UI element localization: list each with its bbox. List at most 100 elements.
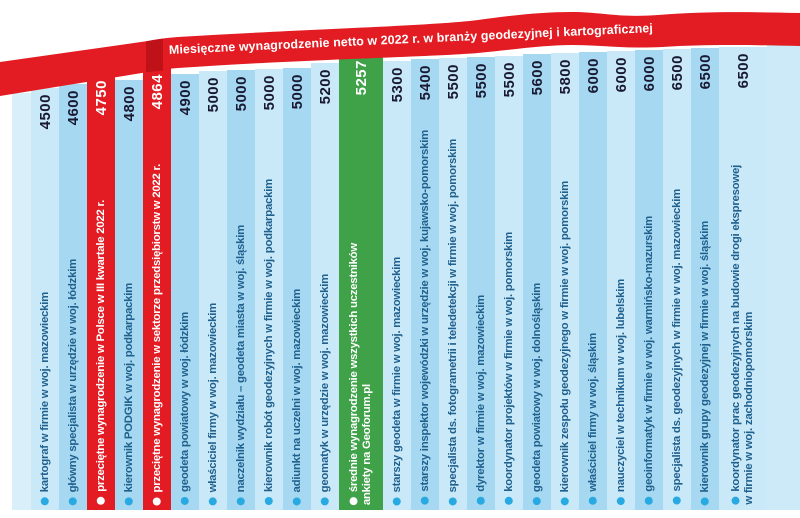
bar-label: kierownik zespołu geodezyjnego w firmie … bbox=[559, 181, 572, 505]
bar-label-text: specjalista ds. geodezyjnych w firmie w … bbox=[670, 189, 683, 492]
bar-label: koordynator prac geodezyjnych na budowie… bbox=[730, 165, 756, 505]
bullet-icon bbox=[180, 497, 189, 505]
bar-label: starszy geodeta w firmie w woj. mazowiec… bbox=[390, 256, 404, 505]
bar-label: geomatyk w urzędzie w woj. mazowieckim bbox=[319, 274, 332, 505]
bar-label-text: koordynator prac geodezyjnych na budowie… bbox=[730, 165, 755, 505]
bar-label-text: dyrektor w firmie w woj. mazowieckim bbox=[474, 295, 487, 492]
bullet-icon bbox=[292, 497, 301, 505]
ribbon-banner bbox=[0, 12, 800, 96]
bar-label-text: przeciętne wynagrodzenie w Polsce w III … bbox=[94, 200, 107, 492]
bullet-icon bbox=[350, 497, 359, 505]
bar-label: specjalista ds. geodezyjnych w firmie w … bbox=[671, 189, 684, 505]
bar-label-text: nauczyciel w technikum w woj. lubelskim bbox=[614, 278, 627, 492]
bar: 4600 główny specjalista w urzędzie w woj.… bbox=[59, 84, 87, 510]
bar-label-text: starszy inspektor wojewódzki w urzędzie … bbox=[418, 130, 431, 492]
bar: 6500 koordynator prac geodezyjnych na bud… bbox=[719, 47, 767, 510]
bar: 6500 specjalista ds. geodezyjnych w firmi… bbox=[663, 49, 691, 510]
bar-label: nauczyciel w technikum w woj. lubelskim bbox=[615, 279, 628, 505]
bar-label-text: właściciel firmy w woj. mazowieckim bbox=[206, 302, 219, 492]
bullet-icon bbox=[588, 497, 597, 505]
bar-label-text: geodeta powiatowy w woj. łódzkim bbox=[178, 312, 191, 492]
right-margin-strip bbox=[767, 45, 800, 510]
bar: 4864 przeciętne wynagrodzenie w sektorze … bbox=[143, 60, 171, 510]
bar: 4750 przeciętne wynagrodzenie w Polsce w … bbox=[87, 66, 115, 510]
bar: 5500 koordynator projektów w firmie w woj… bbox=[495, 56, 523, 510]
bar: 5600 geodeta powiatowy w woj. dolnośląski… bbox=[523, 54, 551, 510]
bar-label: naczelnik wydziału – geodeta miasta w wo… bbox=[235, 225, 248, 505]
bar: 4900 geodeta powiatowy w woj. łódzkim bbox=[171, 74, 199, 510]
bullet-icon bbox=[672, 497, 681, 505]
bar-label: specjalista ds. fotogrametrii i teledete… bbox=[447, 139, 460, 505]
bullet-icon bbox=[644, 497, 653, 505]
ribbon-shape bbox=[0, 12, 800, 96]
bullet-icon bbox=[700, 497, 709, 505]
bar: 5200 geomatyk w urzędzie w woj. mazowieck… bbox=[311, 63, 339, 510]
bar: 5257 średnie wynagrodzenie wszystkich ucz… bbox=[339, 54, 383, 510]
bullet-icon bbox=[68, 497, 77, 505]
bullet-icon bbox=[504, 497, 513, 505]
bar-label: geodeta powiatowy w woj. dolnośląskim bbox=[531, 283, 544, 505]
bar-label: kierownik robót geodezyjnych w firmie w … bbox=[263, 179, 276, 505]
bar-label: kierownik PODGIK w woj. podkarpackim bbox=[123, 283, 136, 505]
bar: 4500 kartograf w firmie w woj. mazowiecki… bbox=[31, 88, 59, 510]
bullet-icon bbox=[448, 497, 457, 505]
bar-label-text: kartograf w firmie w woj. mazowieckim bbox=[38, 291, 51, 492]
bar: 6500 kierownik grupy geodezyjnej w firmie… bbox=[691, 48, 719, 510]
bar-label: dyrektor w firmie w woj. mazowieckim bbox=[475, 295, 488, 505]
bar-label-text: kierownik PODGIK w woj. podkarpackim bbox=[122, 282, 135, 492]
bar-label-text: geodeta powiatowy w woj. dolnośląskim bbox=[530, 282, 543, 492]
bar-label: geoinformatyk w firmie w woj. warmińsko-… bbox=[643, 216, 656, 505]
bar-label-text: kierownik robót geodezyjnych w firmie w … bbox=[262, 179, 275, 492]
bar-label-text: główny specjalista w urzędzie w woj. łód… bbox=[66, 258, 79, 492]
bar-label-text: kierownik grupy geodezyjnej w firmie w w… bbox=[698, 220, 711, 492]
bar-label: przeciętne wynagrodzenie w Polsce w III … bbox=[95, 200, 108, 505]
bar: 5300 starszy geodeta w firmie w woj. mazo… bbox=[383, 61, 411, 510]
bar: 5500 dyrektor w firmie w woj. mazowieckim bbox=[467, 57, 495, 510]
bar: 5500 specjalista ds. fotogrametrii i tele… bbox=[439, 58, 467, 510]
bar-label-text: specjalista ds. fotogrametrii i teledete… bbox=[446, 138, 459, 492]
bar-label: właściciel firmy w woj. mazowieckim bbox=[207, 303, 220, 505]
bullet-icon bbox=[208, 497, 217, 505]
bar-label: koordynator projektów w firmie w woj. po… bbox=[503, 232, 516, 505]
bullet-icon bbox=[420, 497, 429, 505]
bar: 6000 geoinformatyk w firmie w woj. warmiń… bbox=[635, 50, 663, 510]
bullet-icon bbox=[560, 497, 569, 505]
bullet-icon bbox=[616, 497, 625, 505]
bar: 5800 kierownik zespołu geodezyjnego w fir… bbox=[551, 53, 579, 510]
bar-label-text: koordynator projektów w firmie w woj. po… bbox=[502, 232, 515, 492]
bar-label-text: geomatyk w urzędzie w woj. mazowieckim bbox=[318, 273, 331, 492]
bar-label: właściciel firmy w woj. śląskim bbox=[587, 333, 600, 505]
bar-label-text: kierownik zespołu geodezyjnego w firmie … bbox=[558, 180, 571, 492]
bar-label-text: adiunkt na uczelni w woj. mazowieckim bbox=[290, 288, 303, 492]
bar: 5000 naczelnik wydziału – geodeta miasta … bbox=[227, 70, 255, 510]
bar-label: kartograf w firmie w woj. mazowieckim bbox=[39, 292, 52, 505]
bar-label-text: geoinformatyk w firmie w woj. warmińsko-… bbox=[642, 216, 655, 492]
bar-label: średnie wynagrodzenie wszystkich uczestn… bbox=[348, 243, 374, 505]
bar-label: starszy inspektor wojewódzki w urzędzie … bbox=[419, 130, 432, 505]
bar: 6000 nauczyciel w technikum w woj. lubels… bbox=[607, 51, 635, 510]
bar-label: geodeta powiatowy w woj. łódzkim bbox=[179, 312, 192, 505]
bullet-icon bbox=[392, 497, 401, 505]
bar-label-text: przeciętne wynagrodzenie w sektorze prze… bbox=[150, 163, 163, 493]
bullet-icon bbox=[476, 497, 485, 505]
bullet-icon bbox=[152, 497, 161, 505]
bar: 5000 kierownik robót geodezyjnych w firmi… bbox=[255, 69, 283, 510]
bar-label-text: starszy geodeta w firmie w woj. mazowiec… bbox=[390, 256, 403, 493]
bar-label: kierownik grupy geodezyjnej w firmie w w… bbox=[699, 221, 712, 505]
ribbon-fold-shadow bbox=[146, 38, 163, 73]
bullet-icon bbox=[236, 497, 245, 505]
bar-label-text: właściciel firmy w woj. śląskim bbox=[586, 333, 599, 492]
bar-label-text: naczelnik wydziału – geodeta miasta w wo… bbox=[234, 224, 247, 492]
bullet-icon bbox=[320, 497, 329, 505]
bar-label-text: średnie wynagrodzenie wszystkich uczestn… bbox=[348, 242, 373, 505]
bar-label: adiunkt na uczelni w woj. mazowieckim bbox=[291, 289, 304, 505]
bullet-icon bbox=[264, 497, 273, 505]
bar: 5000 adiunkt na uczelni w woj. mazowiecki… bbox=[283, 68, 311, 510]
bar: 5000 właściciel firmy w woj. mazowieckim bbox=[199, 71, 227, 510]
bullet-icon bbox=[124, 497, 133, 505]
bullet-icon bbox=[532, 497, 541, 505]
bar: 5400 starszy inspektor wojewódzki w urzęd… bbox=[411, 59, 439, 510]
bar: 4800 kierownik PODGIK w woj. podkarpackim bbox=[115, 80, 143, 510]
bar: 6000 właściciel firmy w woj. śląskim bbox=[579, 52, 607, 510]
